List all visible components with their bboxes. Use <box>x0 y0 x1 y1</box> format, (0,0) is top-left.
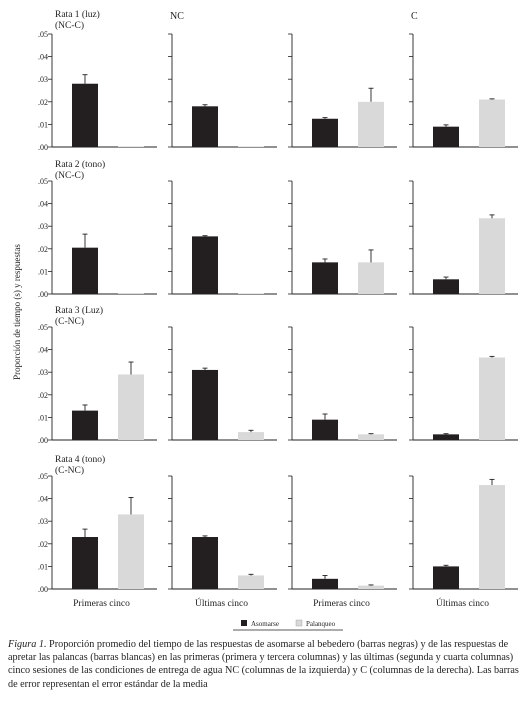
column-label-0: Primeras cinco <box>73 599 130 609</box>
bar-r4c3-palanqueo <box>358 585 384 589</box>
bar-r4c1-palanqueo <box>118 514 144 589</box>
y-tick-label-r2-3: .03 <box>38 222 48 231</box>
bar-r2c3-asomarse <box>312 262 338 294</box>
y-tick-label-r2-0: .00 <box>38 290 48 299</box>
column-label-1: Últimas cinco <box>195 597 248 609</box>
y-axis-title: Proporción de tiempo (s) y respuestas <box>12 244 22 380</box>
bar-r2c2-palanqueo <box>238 293 264 294</box>
bar-r1c3-asomarse <box>312 118 338 147</box>
bar-r4c3-asomarse <box>312 578 338 589</box>
row-title-1: Rata 1 (luz) <box>55 9 100 20</box>
y-tick-label-r1-3: .03 <box>38 75 48 84</box>
row-subtitle-3: (C-NC) <box>55 316 84 327</box>
y-tick-label-r4-3: .03 <box>38 517 48 526</box>
bar-r4c4-palanqueo <box>479 485 505 589</box>
bar-r3c4-asomarse <box>433 434 459 440</box>
bar-r1c2-asomarse <box>192 106 218 147</box>
bar-r3c1-palanqueo <box>118 374 144 440</box>
figure-caption: Figura 1. Proporción promedio del tiempo… <box>8 638 524 691</box>
bar-r2c1-palanqueo <box>118 293 144 294</box>
legend-swatch-palanqueo <box>295 619 303 627</box>
legend-label-asomarse: Asomarse <box>251 620 279 628</box>
y-tick-label-r2-4: .04 <box>38 200 48 209</box>
bar-r2c4-palanqueo <box>479 218 505 294</box>
bar-r2c4-asomarse <box>433 279 459 294</box>
y-tick-label-r2-2: .02 <box>38 245 48 254</box>
bar-r3c2-palanqueo <box>238 432 264 440</box>
row-subtitle-2: (NC-C) <box>55 170 84 181</box>
y-tick-label-r3-4: .04 <box>38 346 48 355</box>
y-tick-label-r3-2: .02 <box>38 391 48 400</box>
row-title-2: Rata 2 (tono) <box>55 159 105 170</box>
bar-r4c2-asomarse <box>192 537 218 589</box>
bar-r3c2-asomarse <box>192 369 218 440</box>
bar-r1c4-palanqueo <box>479 99 505 147</box>
column-header-3: C <box>411 11 418 22</box>
y-tick-label-r2-1: .01 <box>38 267 48 276</box>
y-tick-label-r3-5: .05 <box>38 323 48 332</box>
bar-r1c3-palanqueo <box>358 101 384 147</box>
y-tick-label-r4-1: .01 <box>38 562 48 571</box>
y-tick-label-r4-0: .00 <box>38 585 48 594</box>
y-tick-label-r4-5: .05 <box>38 472 48 481</box>
bar-r3c4-palanqueo <box>479 357 505 440</box>
bar-r3c3-asomarse <box>312 419 338 440</box>
bar-r2c1-asomarse <box>72 247 98 294</box>
bar-r4c2-palanqueo <box>238 575 264 589</box>
bar-r3c1-asomarse <box>72 410 98 440</box>
legend-label-palanqueo: Palanqueo <box>306 620 336 628</box>
y-tick-label-r1-4: .04 <box>38 53 48 62</box>
y-tick-label-r3-0: .00 <box>38 436 48 445</box>
bar-r2c3-palanqueo <box>358 262 384 294</box>
column-label-3: Últimas cinco <box>436 597 489 609</box>
column-label-2: Primeras cinco <box>313 599 370 609</box>
bar-r4c4-asomarse <box>433 566 459 589</box>
row-title-4: Rata 4 (tono) <box>55 454 105 465</box>
y-tick-label-r1-5: .05 <box>38 30 48 39</box>
y-tick-label-r3-1: .01 <box>38 413 48 422</box>
row-subtitle-1: (NC-C) <box>55 20 84 31</box>
row-subtitle-4: (C-NC) <box>55 465 84 476</box>
figure-chart: Proporción de tiempo (s) y respuestas NC C… <box>12 9 518 631</box>
y-tick-label-r3-3: .03 <box>38 368 48 377</box>
y-tick-label-r1-0: .00 <box>38 143 48 152</box>
bar-r4c1-asomarse <box>72 537 98 589</box>
y-tick-label-r1-2: .02 <box>38 98 48 107</box>
column-header-1: NC <box>170 11 184 22</box>
legend-swatch-asomarse <box>241 620 247 626</box>
bar-r3c3-palanqueo <box>358 434 384 440</box>
bar-r1c2-palanqueo <box>238 146 264 147</box>
caption-text: Proporción promedio del tiempo de las re… <box>8 639 519 690</box>
y-tick-label-r1-1: .01 <box>38 120 48 129</box>
y-tick-label-r4-4: .04 <box>38 495 48 504</box>
row-title-3: Rata 3 (Luz) <box>55 305 103 316</box>
bar-r1c1-palanqueo <box>118 146 144 147</box>
y-tick-label-r2-5: .05 <box>38 177 48 186</box>
caption-lead: Figura 1. <box>8 639 47 650</box>
bar-r1c4-asomarse <box>433 126 459 147</box>
bar-r2c2-asomarse <box>192 236 218 294</box>
y-tick-label-r4-2: .02 <box>38 540 48 549</box>
bar-r1c1-asomarse <box>72 83 98 147</box>
